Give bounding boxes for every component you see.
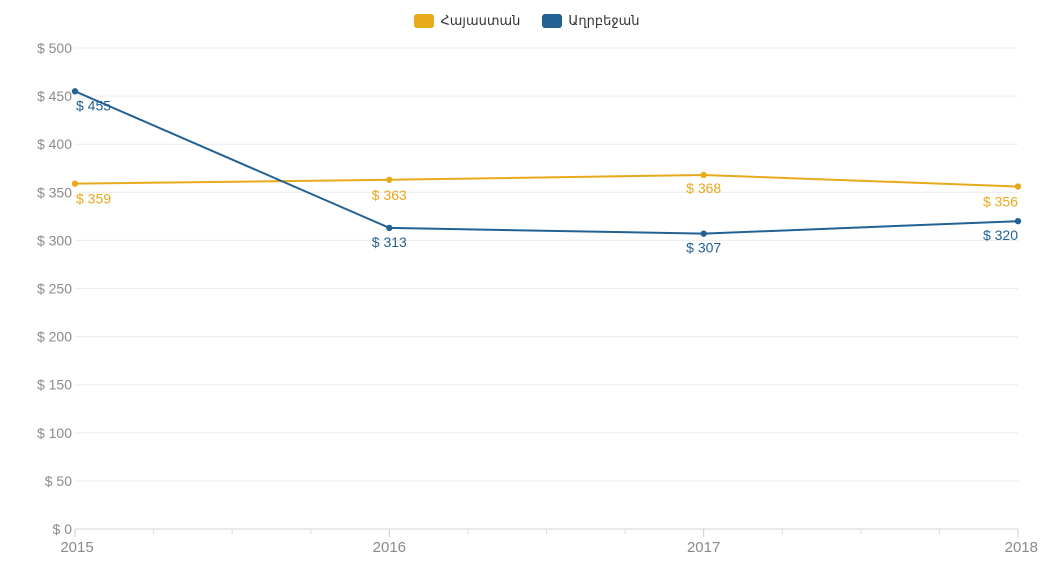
y-tick-label: $ 450	[37, 88, 72, 104]
data-point	[1014, 183, 1022, 190]
y-tick-label: $ 300	[37, 232, 72, 248]
data-point	[700, 230, 707, 237]
y-tick-label: $ 0	[53, 521, 73, 537]
data-label: $ 320	[983, 227, 1018, 243]
data-point	[71, 180, 79, 187]
data-point	[71, 88, 79, 95]
y-tick-label: $ 350	[37, 184, 72, 200]
y-tick-label: $ 150	[37, 377, 72, 393]
legend-item-azerbaijan[interactable]: Աղրբեջան	[542, 13, 640, 29]
data-point	[700, 171, 707, 179]
legend-label-armenia: Հայաստան	[440, 13, 521, 28]
series-line	[74, 90, 1019, 235]
legend-swatch-armenia	[414, 14, 435, 28]
y-tick-label: $ 250	[37, 281, 72, 297]
legend-label-azerbaijan: Աղրբեջան	[568, 13, 640, 28]
x-tick-label: 2017	[687, 539, 720, 556]
y-tick-label: $ 100	[37, 425, 72, 441]
data-label: $ 307	[686, 240, 721, 256]
legend-item-armenia[interactable]: Հայաստան	[414, 13, 520, 29]
x-tick-label: 2015	[60, 539, 93, 556]
data-label: $ 313	[372, 234, 407, 250]
y-tick-label: $ 50	[45, 473, 72, 489]
y-tick-label: $ 500	[37, 40, 72, 56]
data-point	[386, 176, 393, 183]
data-label: $ 455	[76, 97, 111, 113]
data-label: $ 359	[76, 191, 111, 207]
x-tick-label: 2018	[1005, 539, 1038, 556]
y-tick-label: $ 200	[37, 329, 72, 345]
data-point	[1014, 217, 1022, 225]
x-tick-label: 2016	[373, 539, 406, 556]
data-label: $ 356	[983, 194, 1018, 210]
chart-legend: Հայաստան Աղրբեջան	[0, 13, 1054, 29]
data-label: $ 363	[372, 187, 407, 203]
legend-swatch-azerbaijan	[542, 14, 563, 28]
y-tick-label: $ 400	[37, 136, 72, 152]
series-line	[74, 173, 1019, 188]
data-label: $ 368	[686, 180, 721, 196]
data-point	[386, 224, 393, 232]
